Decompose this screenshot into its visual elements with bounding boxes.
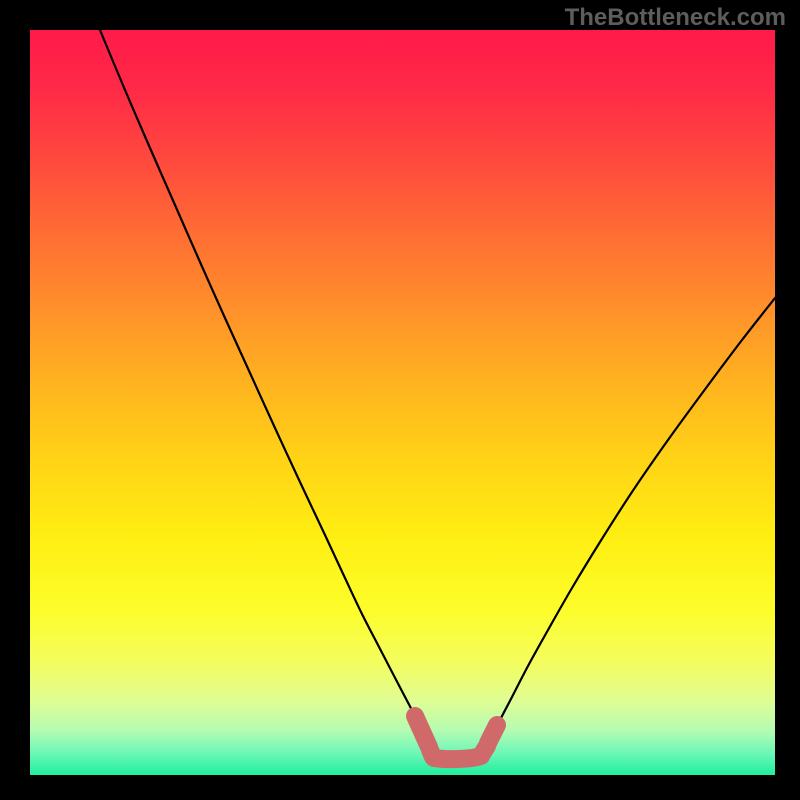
plot-area bbox=[30, 30, 775, 775]
watermark-text: TheBottleneck.com bbox=[565, 4, 786, 32]
curve-layer bbox=[30, 30, 775, 775]
marker-segment-4 bbox=[488, 725, 497, 743]
canvas: TheBottleneck.com bbox=[0, 0, 800, 800]
main-curve bbox=[100, 30, 775, 759]
